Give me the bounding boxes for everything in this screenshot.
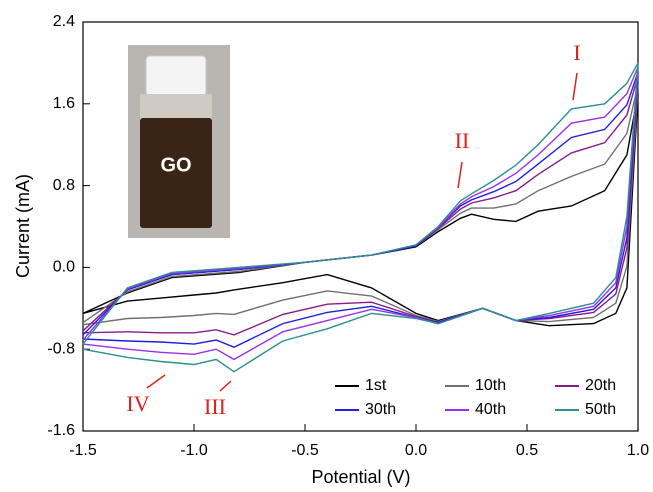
inset-label: GO <box>160 154 191 176</box>
y-tick-label: 1.6 <box>53 95 75 112</box>
legend-label: 30th <box>365 401 396 418</box>
x-axis-label: Potential (V) <box>311 467 410 487</box>
annotation: II <box>455 128 470 153</box>
annotation-line <box>573 73 577 100</box>
x-tick-label: -1.0 <box>180 442 208 459</box>
annotation-line <box>458 162 462 188</box>
page: GO I II III IV Potential (V) Current (mA… <box>0 0 653 492</box>
chart: GO I II III IV Potential (V) Current (mA… <box>0 0 653 492</box>
x-tick-label: -1.5 <box>69 442 97 459</box>
legend-label: 50th <box>585 401 616 418</box>
annotation: III <box>204 394 226 419</box>
annotation: IV <box>126 391 149 416</box>
x-tick-label: 0.0 <box>405 442 427 459</box>
x-tick-label: -0.5 <box>291 442 319 459</box>
x-tick-label: 0.5 <box>516 442 538 459</box>
vial-cap <box>146 56 206 96</box>
x-tick-label: 1.0 <box>627 442 649 459</box>
y-tick-label: 2.4 <box>53 13 75 30</box>
y-tick-label: 0.0 <box>53 259 75 276</box>
legend-label: 10th <box>475 377 506 394</box>
legend-label: 1st <box>365 377 387 394</box>
vial-neck <box>140 94 212 120</box>
inset-photo: GO <box>128 45 230 238</box>
y-tick-label: -0.8 <box>47 340 75 357</box>
y-tick-label: -1.6 <box>47 422 75 439</box>
legend-label: 20th <box>585 377 616 394</box>
annotation: I <box>573 40 580 65</box>
y-axis-label: Current (mA) <box>13 174 33 278</box>
y-tick-label: 0.8 <box>53 177 75 194</box>
legend-label: 40th <box>475 401 506 418</box>
annotation-line <box>147 375 165 388</box>
annotation-line <box>220 381 231 391</box>
